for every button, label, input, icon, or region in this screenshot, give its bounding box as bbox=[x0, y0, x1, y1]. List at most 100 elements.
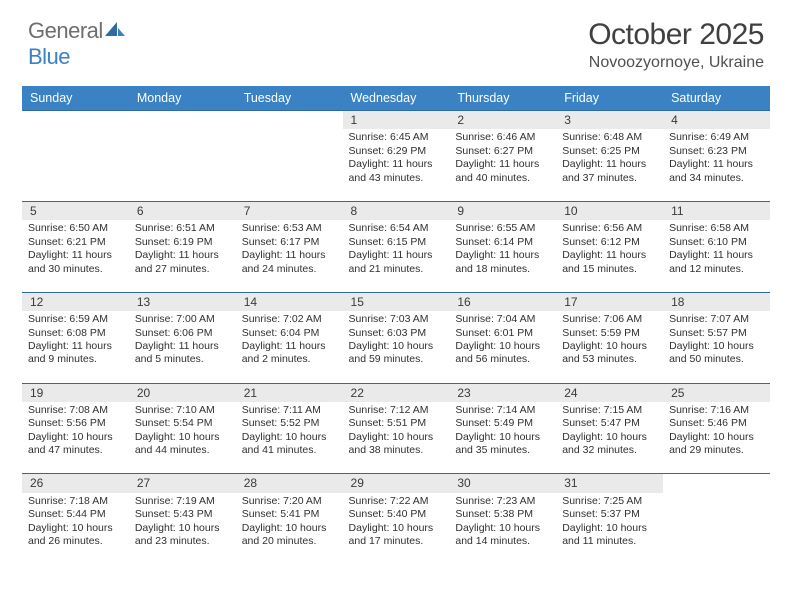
day-number-cell: 8 bbox=[343, 201, 450, 220]
day-number-cell: 11 bbox=[663, 201, 770, 220]
day-number-cell: 7 bbox=[236, 201, 343, 220]
weekday-header: Thursday bbox=[449, 86, 556, 111]
daylight-text: Daylight: 10 hours and 29 minutes. bbox=[669, 431, 764, 458]
day-number-row: 12131415161718 bbox=[22, 292, 770, 311]
sunrise-text: Sunrise: 7:04 AM bbox=[455, 313, 550, 326]
day-number-cell: 25 bbox=[663, 383, 770, 402]
sunset-text: Sunset: 6:17 PM bbox=[242, 236, 337, 249]
daylight-text: Daylight: 10 hours and 47 minutes. bbox=[28, 431, 123, 458]
sunrise-text: Sunrise: 7:20 AM bbox=[242, 495, 337, 508]
day-number-cell: 26 bbox=[22, 474, 129, 493]
header: GeneralBlue October 2025 Novoozyornoye, … bbox=[0, 0, 792, 78]
sunrise-text: Sunrise: 6:55 AM bbox=[455, 222, 550, 235]
sunrise-text: Sunrise: 7:07 AM bbox=[669, 313, 764, 326]
day-number-cell: 6 bbox=[129, 201, 236, 220]
day-number-cell bbox=[663, 474, 770, 493]
sunset-text: Sunset: 5:49 PM bbox=[455, 417, 550, 430]
day-number-cell: 5 bbox=[22, 201, 129, 220]
daylight-text: Daylight: 11 hours and 18 minutes. bbox=[455, 249, 550, 276]
day-number-cell: 12 bbox=[22, 292, 129, 311]
day-detail-cell: Sunrise: 7:03 AMSunset: 6:03 PMDaylight:… bbox=[343, 311, 450, 383]
sunset-text: Sunset: 6:12 PM bbox=[562, 236, 657, 249]
day-detail-cell: Sunrise: 6:50 AMSunset: 6:21 PMDaylight:… bbox=[22, 220, 129, 292]
day-detail-cell: Sunrise: 6:45 AMSunset: 6:29 PMDaylight:… bbox=[343, 129, 450, 201]
daylight-text: Daylight: 11 hours and 21 minutes. bbox=[349, 249, 444, 276]
day-detail-cell: Sunrise: 7:18 AMSunset: 5:44 PMDaylight:… bbox=[22, 493, 129, 565]
sunset-text: Sunset: 6:06 PM bbox=[135, 327, 230, 340]
day-number-cell: 1 bbox=[343, 111, 450, 130]
weekday-header: Wednesday bbox=[343, 86, 450, 111]
sunset-text: Sunset: 6:25 PM bbox=[562, 145, 657, 158]
sunrise-text: Sunrise: 7:10 AM bbox=[135, 404, 230, 417]
day-detail-cell: Sunrise: 7:08 AMSunset: 5:56 PMDaylight:… bbox=[22, 402, 129, 474]
sunset-text: Sunset: 5:37 PM bbox=[562, 508, 657, 521]
sunset-text: Sunset: 5:54 PM bbox=[135, 417, 230, 430]
sunrise-text: Sunrise: 7:23 AM bbox=[455, 495, 550, 508]
day-number-row: 19202122232425 bbox=[22, 383, 770, 402]
daylight-text: Daylight: 11 hours and 12 minutes. bbox=[669, 249, 764, 276]
daylight-text: Daylight: 10 hours and 53 minutes. bbox=[562, 340, 657, 367]
daylight-text: Daylight: 11 hours and 5 minutes. bbox=[135, 340, 230, 367]
daylight-text: Daylight: 10 hours and 44 minutes. bbox=[135, 431, 230, 458]
day-number-cell: 16 bbox=[449, 292, 556, 311]
sunset-text: Sunset: 6:14 PM bbox=[455, 236, 550, 249]
sunrise-text: Sunrise: 7:11 AM bbox=[242, 404, 337, 417]
sunrise-text: Sunrise: 6:54 AM bbox=[349, 222, 444, 235]
daylight-text: Daylight: 11 hours and 15 minutes. bbox=[562, 249, 657, 276]
day-detail-cell: Sunrise: 6:53 AMSunset: 6:17 PMDaylight:… bbox=[236, 220, 343, 292]
sunset-text: Sunset: 6:04 PM bbox=[242, 327, 337, 340]
sunset-text: Sunset: 6:23 PM bbox=[669, 145, 764, 158]
day-number-cell: 22 bbox=[343, 383, 450, 402]
day-number-cell bbox=[22, 111, 129, 130]
daylight-text: Daylight: 11 hours and 2 minutes. bbox=[242, 340, 337, 367]
sunrise-text: Sunrise: 7:02 AM bbox=[242, 313, 337, 326]
sunset-text: Sunset: 6:08 PM bbox=[28, 327, 123, 340]
day-detail-cell: Sunrise: 6:48 AMSunset: 6:25 PMDaylight:… bbox=[556, 129, 663, 201]
daylight-text: Daylight: 11 hours and 43 minutes. bbox=[349, 158, 444, 185]
day-number-cell: 10 bbox=[556, 201, 663, 220]
day-detail-cell: Sunrise: 7:19 AMSunset: 5:43 PMDaylight:… bbox=[129, 493, 236, 565]
sunrise-text: Sunrise: 6:58 AM bbox=[669, 222, 764, 235]
sunrise-text: Sunrise: 7:12 AM bbox=[349, 404, 444, 417]
daylight-text: Daylight: 10 hours and 35 minutes. bbox=[455, 431, 550, 458]
day-detail-cell: Sunrise: 7:04 AMSunset: 6:01 PMDaylight:… bbox=[449, 311, 556, 383]
day-number-cell bbox=[129, 111, 236, 130]
day-detail-cell: Sunrise: 6:59 AMSunset: 6:08 PMDaylight:… bbox=[22, 311, 129, 383]
day-detail-cell bbox=[129, 129, 236, 201]
day-detail-cell bbox=[663, 493, 770, 565]
day-detail-cell: Sunrise: 6:51 AMSunset: 6:19 PMDaylight:… bbox=[129, 220, 236, 292]
day-detail-cell: Sunrise: 7:10 AMSunset: 5:54 PMDaylight:… bbox=[129, 402, 236, 474]
day-detail-cell: Sunrise: 7:00 AMSunset: 6:06 PMDaylight:… bbox=[129, 311, 236, 383]
day-number-cell: 18 bbox=[663, 292, 770, 311]
day-detail-cell: Sunrise: 7:20 AMSunset: 5:41 PMDaylight:… bbox=[236, 493, 343, 565]
sunset-text: Sunset: 5:44 PM bbox=[28, 508, 123, 521]
daylight-text: Daylight: 11 hours and 34 minutes. bbox=[669, 158, 764, 185]
sunset-text: Sunset: 6:27 PM bbox=[455, 145, 550, 158]
sunrise-text: Sunrise: 6:49 AM bbox=[669, 131, 764, 144]
day-number-cell: 30 bbox=[449, 474, 556, 493]
sunset-text: Sunset: 5:47 PM bbox=[562, 417, 657, 430]
sunrise-text: Sunrise: 6:56 AM bbox=[562, 222, 657, 235]
daylight-text: Daylight: 10 hours and 59 minutes. bbox=[349, 340, 444, 367]
sunset-text: Sunset: 6:10 PM bbox=[669, 236, 764, 249]
sunset-text: Sunset: 5:59 PM bbox=[562, 327, 657, 340]
day-detail-cell: Sunrise: 7:22 AMSunset: 5:40 PMDaylight:… bbox=[343, 493, 450, 565]
weekday-header: Friday bbox=[556, 86, 663, 111]
day-number-cell: 4 bbox=[663, 111, 770, 130]
day-number-cell: 2 bbox=[449, 111, 556, 130]
day-detail-row: Sunrise: 7:18 AMSunset: 5:44 PMDaylight:… bbox=[22, 493, 770, 565]
daylight-text: Daylight: 10 hours and 38 minutes. bbox=[349, 431, 444, 458]
day-detail-cell: Sunrise: 6:58 AMSunset: 6:10 PMDaylight:… bbox=[663, 220, 770, 292]
day-detail-row: Sunrise: 6:59 AMSunset: 6:08 PMDaylight:… bbox=[22, 311, 770, 383]
day-number-row: 262728293031 bbox=[22, 474, 770, 493]
day-detail-cell: Sunrise: 6:55 AMSunset: 6:14 PMDaylight:… bbox=[449, 220, 556, 292]
day-detail-cell: Sunrise: 6:46 AMSunset: 6:27 PMDaylight:… bbox=[449, 129, 556, 201]
weekday-header: Monday bbox=[129, 86, 236, 111]
daylight-text: Daylight: 10 hours and 41 minutes. bbox=[242, 431, 337, 458]
daylight-text: Daylight: 10 hours and 14 minutes. bbox=[455, 522, 550, 549]
day-detail-cell: Sunrise: 6:54 AMSunset: 6:15 PMDaylight:… bbox=[343, 220, 450, 292]
logo-text: GeneralBlue bbox=[28, 18, 125, 70]
sunset-text: Sunset: 5:38 PM bbox=[455, 508, 550, 521]
sunrise-text: Sunrise: 7:06 AM bbox=[562, 313, 657, 326]
sunrise-text: Sunrise: 6:45 AM bbox=[349, 131, 444, 144]
